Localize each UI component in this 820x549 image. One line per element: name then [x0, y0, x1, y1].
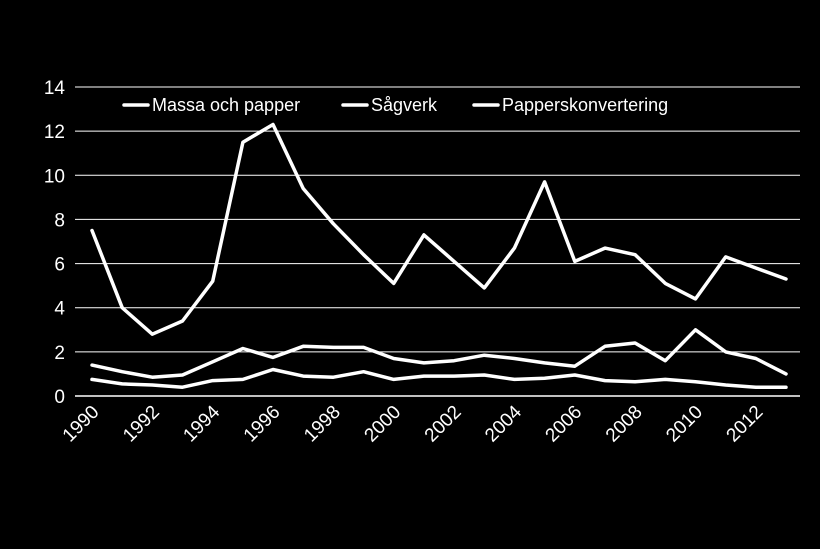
x-tick-label: 1996	[240, 402, 285, 447]
legend-label: Sågverk	[371, 95, 438, 115]
y-tick-label: 8	[54, 210, 65, 231]
y-tick-label: 10	[44, 166, 65, 187]
x-tick-label: 2002	[421, 402, 466, 447]
x-tick-label: 2010	[662, 402, 707, 447]
x-tick-label: 1992	[119, 402, 164, 447]
y-tick-label: 6	[54, 255, 65, 276]
x-tick-label: 2000	[361, 402, 406, 447]
x-tick-label: 2012	[723, 402, 768, 447]
gridlines	[75, 86, 800, 353]
y-tick-label: 4	[54, 299, 65, 320]
series-line-2	[90, 328, 788, 379]
x-axis-ticks: 1990 1992 1994 1996 1998 2000 2002 2004 2006 2008…	[59, 401, 768, 446]
x-tick-label: 2004	[481, 401, 526, 446]
y-tick-label: 12	[44, 122, 65, 143]
x-tick-label: 1990	[59, 402, 104, 447]
x-tick-label: 2008	[602, 402, 647, 447]
y-tick-label: 14	[44, 78, 66, 99]
y-axis-ticks: 0 2 4 6 8 10 12 14	[44, 78, 66, 408]
y-tick-label: 2	[54, 343, 65, 364]
series-lines	[90, 122, 788, 389]
y-tick-label: 0	[54, 387, 65, 408]
legend-label: Massa och papper	[152, 95, 300, 115]
series-line-3	[90, 367, 788, 389]
x-tick-label: 1998	[300, 402, 345, 447]
legend-label: Papperskonvertering	[502, 95, 668, 115]
legend: Massa och papper Sågverk Papperskonverteri…	[122, 95, 668, 115]
x-tick-label: 2006	[542, 402, 587, 447]
x-tick-label: 1994	[179, 401, 224, 446]
series-line-1	[90, 122, 788, 336]
